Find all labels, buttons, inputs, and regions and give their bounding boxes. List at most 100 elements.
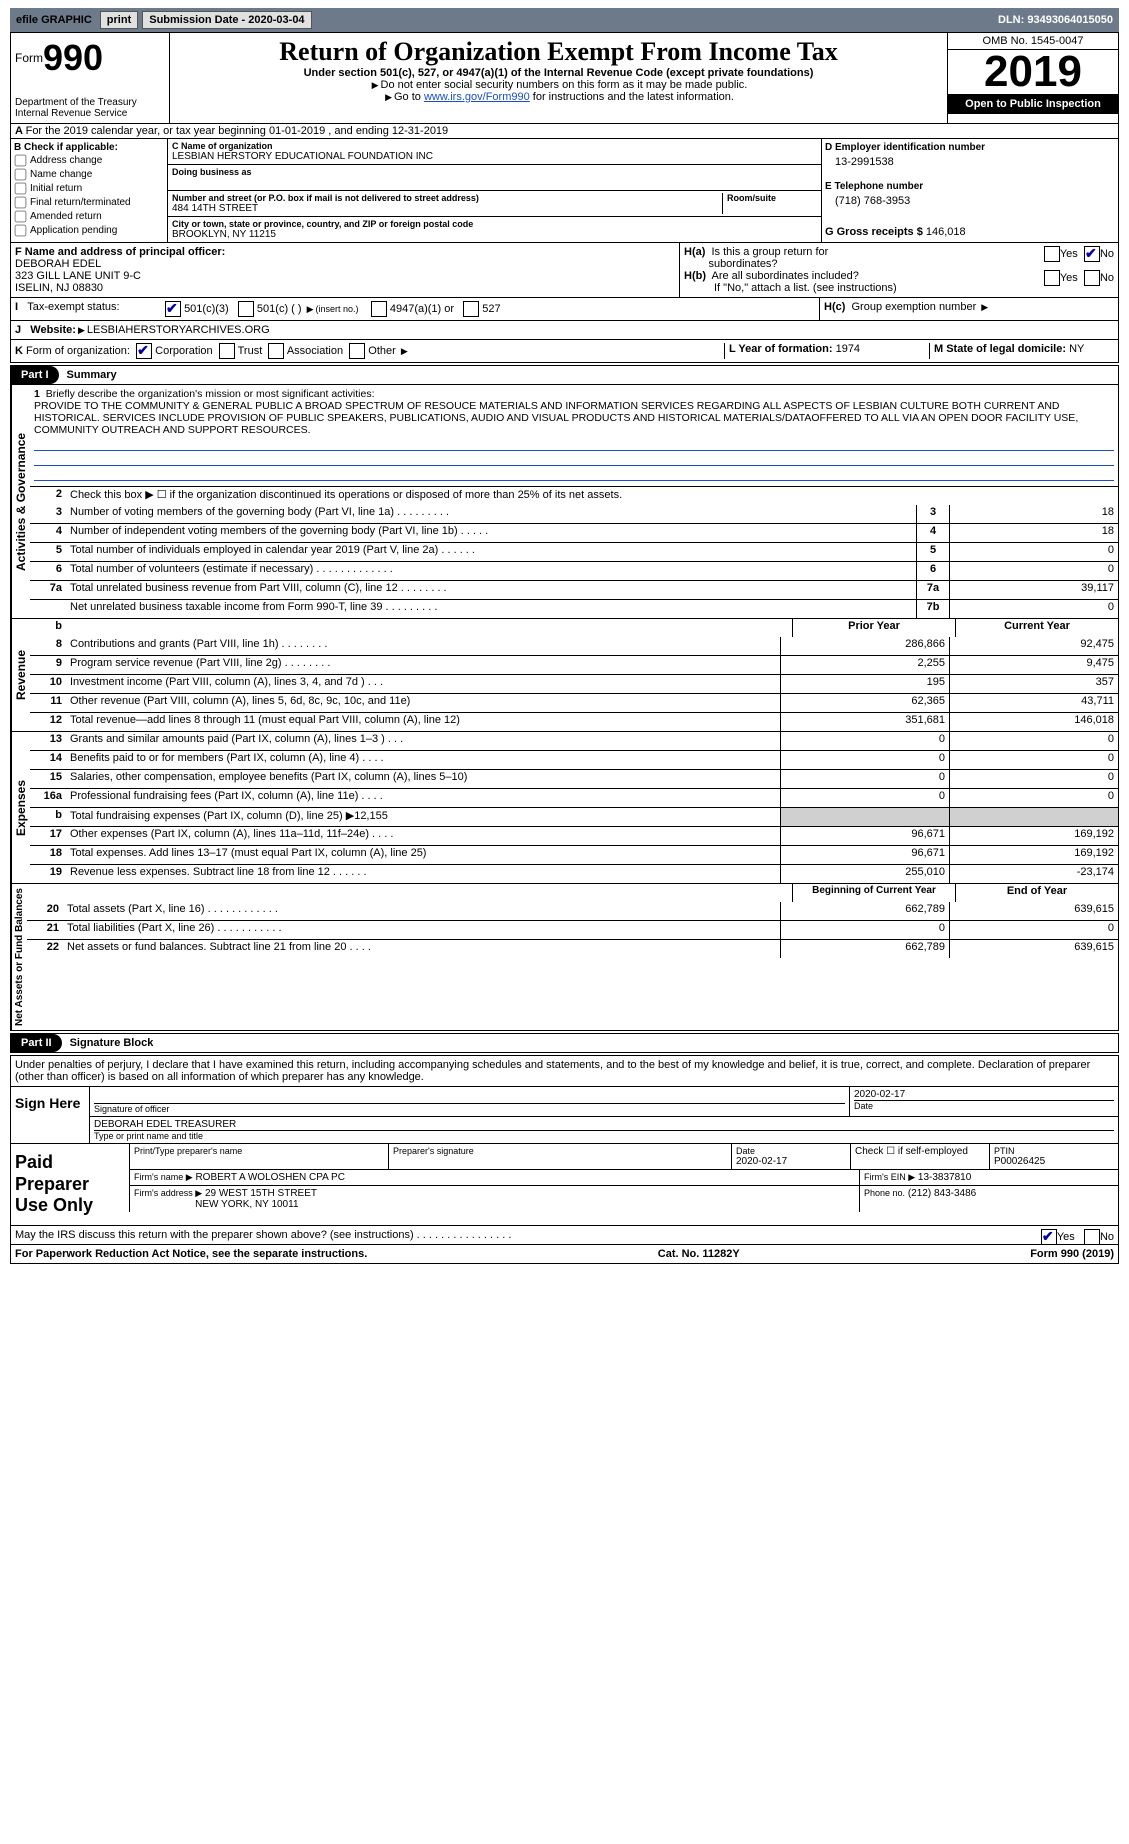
- chk-4947[interactable]: [371, 301, 387, 317]
- ha-no[interactable]: [1084, 246, 1100, 262]
- firm-addr1: 29 WEST 15TH STREET: [205, 1188, 317, 1199]
- tax-year: 2019: [948, 50, 1118, 94]
- dept-label: Department of the Treasury Internal Reve…: [15, 97, 165, 119]
- officer-addr1: 323 GILL LANE UNIT 9-C: [15, 270, 675, 282]
- chk-address-change[interactable]: [15, 155, 27, 167]
- form-header: Form 990 Department of the Treasury Inte…: [10, 32, 1119, 123]
- firm-name: ROBERT A WOLOSHEN CPA PC: [195, 1172, 345, 1183]
- officer-typed-name: DEBORAH EDEL TREASURER: [94, 1119, 1114, 1130]
- print-button[interactable]: print: [100, 11, 138, 29]
- exp-row: 17Other expenses (Part IX, column (A), l…: [30, 826, 1118, 845]
- exp-row: 13Grants and similar amounts paid (Part …: [30, 732, 1118, 750]
- chk-corp[interactable]: [136, 343, 152, 359]
- na-row: 22Net assets or fund balances. Subtract …: [27, 939, 1118, 958]
- form-number: Form 990: [15, 37, 165, 79]
- gov-row: 3Number of voting members of the governi…: [30, 505, 1118, 523]
- signature-block: Under penalties of perjury, I declare th…: [10, 1055, 1119, 1245]
- officer-addr2: ISELIN, NJ 08830: [15, 282, 675, 294]
- exp-row: 18Total expenses. Add lines 13–17 (must …: [30, 845, 1118, 864]
- irs-link[interactable]: www.irs.gov/Form990: [424, 91, 530, 103]
- year-formation: 1974: [836, 343, 860, 355]
- hb-no[interactable]: [1084, 270, 1100, 286]
- gov-row: 5Total number of individuals employed in…: [30, 542, 1118, 561]
- row-k: K Form of organization: Corporation Trus…: [10, 340, 1119, 363]
- hb-yes[interactable]: [1044, 270, 1060, 286]
- form-subtitle2: Do not enter social security numbers on …: [174, 79, 943, 91]
- na-row: 20Total assets (Part X, line 16) . . . .…: [27, 902, 1118, 920]
- h-b: H(b) Are all subordinates included? Yes …: [684, 270, 1114, 282]
- part-i-header: Part I Summary: [10, 365, 1119, 385]
- exp-row: 15Salaries, other compensation, employee…: [30, 769, 1118, 788]
- chk-other[interactable]: [349, 343, 365, 359]
- chk-initial-return[interactable]: [15, 183, 27, 195]
- line2: Check this box ▶ ☐ if the organization d…: [66, 487, 1118, 505]
- h-c: H(c) Group exemption number: [819, 298, 1114, 320]
- form-title: Return of Organization Exempt From Incom…: [174, 37, 943, 67]
- prep-date: 2020-02-17: [736, 1156, 846, 1167]
- chk-501c3[interactable]: [165, 301, 181, 317]
- tab-governance: Activities & Governance: [11, 385, 30, 618]
- prep-self-emp: Check ☐ if self-employed: [850, 1144, 989, 1169]
- discuss-yes[interactable]: [1041, 1229, 1057, 1245]
- tab-expenses: Expenses: [11, 732, 30, 883]
- open-to-public: Open to Public Inspection: [948, 94, 1118, 114]
- gov-row: 4Number of independent voting members of…: [30, 523, 1118, 542]
- box-c: C Name of organization LESBIAN HERSTORY …: [168, 139, 821, 242]
- exp-row: 19Revenue less expenses. Subtract line 1…: [30, 864, 1118, 883]
- rev-row: 9Program service revenue (Part VIII, lin…: [30, 655, 1118, 674]
- exp-row: 14Benefits paid to or for members (Part …: [30, 750, 1118, 769]
- row-a-tax-period: A For the 2019 calendar year, or tax yea…: [10, 123, 1119, 139]
- box-f-label: F Name and address of principal officer:: [15, 246, 225, 258]
- org-street: 484 14TH STREET: [172, 203, 722, 214]
- org-city: BROOKLYN, NY 11215: [172, 229, 817, 240]
- officer-name: DEBORAH EDEL: [15, 258, 675, 270]
- h-a: H(a) Is this a group return for Yes No s…: [684, 246, 1114, 270]
- summary-netassets: Net Assets or Fund Balances Beginning of…: [10, 884, 1119, 1031]
- chk-501c[interactable]: [238, 301, 254, 317]
- summary-expenses: Expenses 13Grants and similar amounts pa…: [10, 732, 1119, 884]
- chk-amended-return[interactable]: [15, 211, 27, 223]
- declaration: Under penalties of perjury, I declare th…: [11, 1056, 1118, 1086]
- tab-revenue: Revenue: [11, 619, 30, 731]
- mission-text: PROVIDE TO THE COMMUNITY & GENERAL PUBLI…: [34, 400, 1078, 436]
- na-row: 21Total liabilities (Part X, line 26) . …: [27, 920, 1118, 939]
- tab-netassets: Net Assets or Fund Balances: [11, 884, 27, 1030]
- sig-date: 2020-02-17: [854, 1089, 1114, 1100]
- chk-trust[interactable]: [219, 343, 235, 359]
- officer-group-block: F Name and address of principal officer:…: [10, 243, 1119, 298]
- box-b: B Check if applicable: Address change Na…: [11, 139, 168, 242]
- form-subtitle3: Go to www.irs.gov/Form990 for instructio…: [174, 91, 943, 103]
- row-i: I Tax-exempt status: 501(c)(3) 501(c) ( …: [10, 298, 1119, 321]
- chk-527[interactable]: [463, 301, 479, 317]
- exp-row: 16aProfessional fundraising fees (Part I…: [30, 788, 1118, 807]
- dln: DLN: 93493064015050: [998, 14, 1119, 26]
- topbar: efile GRAPHIC print Submission Date - 20…: [10, 8, 1119, 32]
- firm-addr2: NEW YORK, NY 10011: [195, 1199, 298, 1210]
- telephone: (718) 768-3953: [825, 192, 1115, 210]
- rev-row: 12Total revenue—add lines 8 through 11 (…: [30, 712, 1118, 731]
- gov-row: 7aTotal unrelated business revenue from …: [30, 580, 1118, 599]
- chk-final-return[interactable]: [15, 197, 27, 209]
- footer: For Paperwork Reduction Act Notice, see …: [10, 1245, 1119, 1264]
- part-ii-header: Part II Signature Block: [10, 1033, 1119, 1053]
- gov-row: 6Total number of volunteers (estimate if…: [30, 561, 1118, 580]
- ha-yes[interactable]: [1044, 246, 1060, 262]
- chk-name-change[interactable]: [15, 169, 27, 181]
- gov-row: Net unrelated business taxable income fr…: [30, 599, 1118, 618]
- ptin: P00026425: [994, 1156, 1114, 1167]
- rev-row: 8Contributions and grants (Part VIII, li…: [30, 637, 1118, 655]
- org-name: LESBIAN HERSTORY EDUCATIONAL FOUNDATION …: [172, 151, 817, 162]
- rev-row: 11Other revenue (Part VIII, column (A), …: [30, 693, 1118, 712]
- summary-governance: Activities & Governance 1 Briefly descri…: [10, 385, 1119, 619]
- firm-ein: 13-3837810: [918, 1172, 971, 1183]
- summary-revenue: Revenue b Prior Year Current Year 8Contr…: [10, 619, 1119, 732]
- chk-assoc[interactable]: [268, 343, 284, 359]
- firm-phone: (212) 843-3486: [908, 1188, 976, 1199]
- form-subtitle1: Under section 501(c), 527, or 4947(a)(1)…: [174, 67, 943, 79]
- paid-preparer-label: Paid Preparer Use Only: [11, 1144, 129, 1225]
- rev-row: 10Investment income (Part VIII, column (…: [30, 674, 1118, 693]
- discuss-no[interactable]: [1084, 1229, 1100, 1245]
- exp-row: bTotal fundraising expenses (Part IX, co…: [30, 807, 1118, 826]
- sign-here-label: Sign Here: [11, 1087, 89, 1143]
- chk-application-pending[interactable]: [15, 225, 27, 237]
